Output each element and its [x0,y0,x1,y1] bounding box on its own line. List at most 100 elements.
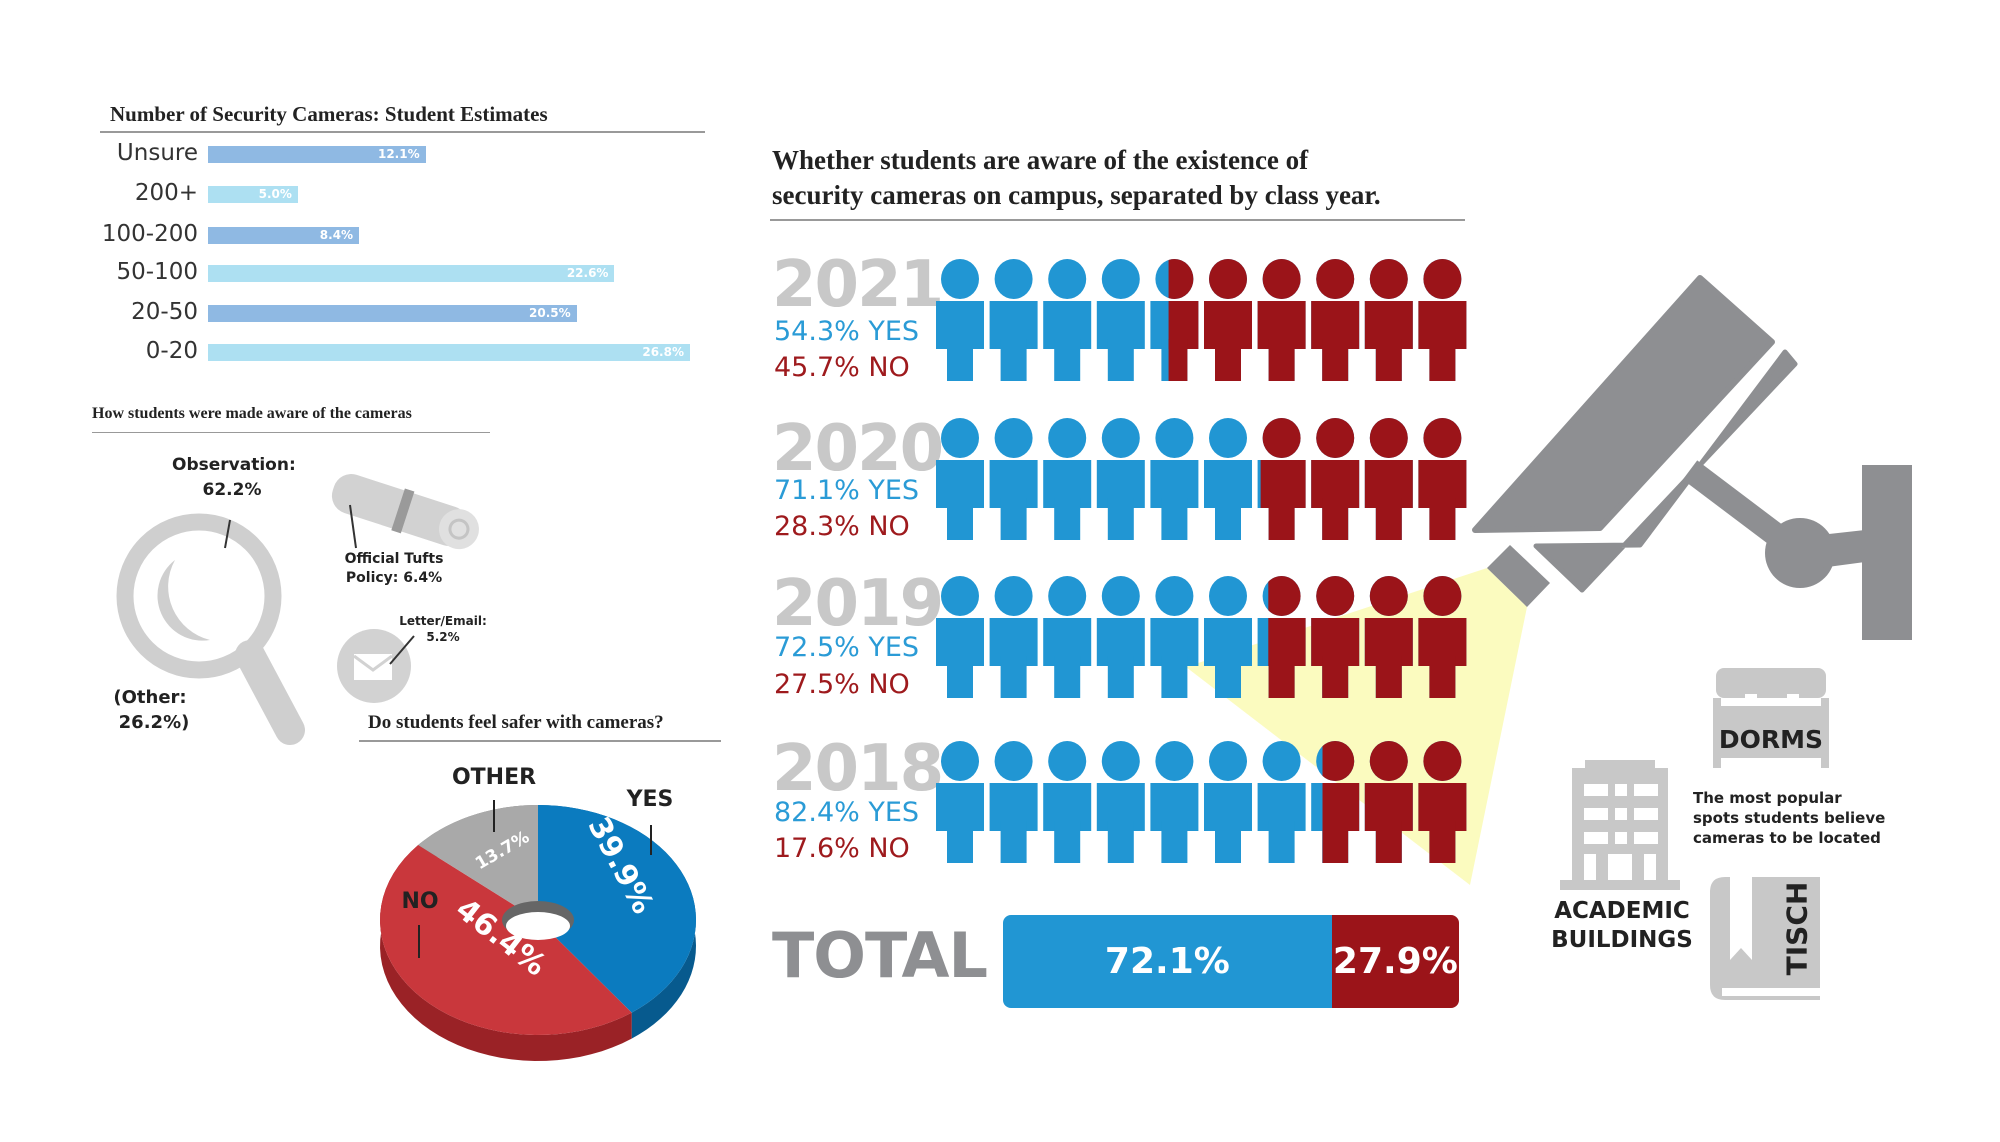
academic-label-line1: ACADEMIC [1554,898,1690,924]
person-icon [1043,741,1092,863]
awareness-by-year-title: Whether students are aware of the existe… [772,143,1381,213]
letter-email-value: 5.2% [426,630,460,644]
donut-slice-other [418,805,538,920]
camera-lower-body [1533,349,1798,593]
tisch-label: TISCH [1780,881,1814,976]
year-label: 2019 [772,567,944,641]
no-people [1260,418,1467,540]
yes-percent: 71.1% YES [774,475,920,506]
no-people [1168,259,1467,381]
desc-line: The most popular [1693,789,1842,807]
no-people [1322,741,1467,863]
divider [92,432,490,433]
person-icon [1096,259,1145,381]
person-icon [989,741,1038,863]
academic-label-line2: BUILDINGS [1551,927,1693,953]
no-percent: 27.5% NO [774,669,910,700]
observation-label: Observation: [172,455,296,475]
bed-icon [1713,668,1829,768]
divider [359,740,721,742]
person-icon [1311,259,1360,381]
total-label: TOTAL [772,919,988,992]
bar-category-label: 50-100 [116,259,198,285]
bar-value-label: 5.0% [258,187,292,201]
total-yes-value: 72.1% [1104,941,1230,982]
person-icon [1043,259,1092,381]
person-icon [936,741,984,863]
person-icon [1418,259,1467,381]
bar-category-label: 100-200 [101,221,198,247]
bar-value-label: 22.6% [566,266,609,280]
bar-value-label: 20.5% [529,306,571,320]
total-bar: 72.1% 27.9% [1003,915,1459,1008]
policy-value: Policy: 6.4% [345,570,443,586]
bar-category-label: 200+ [134,180,198,206]
person-icon [989,259,1038,381]
camera-body [1472,275,1775,533]
person-icon [1168,259,1199,381]
book-icon [1710,877,1820,1000]
person-icon [1364,259,1413,381]
person-icon [936,418,984,540]
pie-label-no: NO [401,889,439,914]
yes-percent: 54.3% YES [774,316,920,347]
safer-title: Do students feel safer with cameras? [368,712,664,733]
policy-label: Official Tufts [344,551,444,567]
year-label: 2020 [772,412,944,486]
person-icon [1096,741,1145,863]
person-icon [1096,576,1145,698]
awareness-title: How students were made aware of the came… [92,405,412,422]
person-icon [1150,418,1199,540]
bar: 8.4% [208,227,360,244]
observation-value: 62.2% [202,480,262,500]
desc-line: spots students believe [1693,809,1886,827]
bar-category-label: Unsure [116,140,198,166]
total-no-value: 27.9% [1332,941,1458,982]
person-icon [1418,418,1467,540]
person-icon [1418,741,1467,863]
person-icon [1260,418,1306,540]
yes-percent: 82.4% YES [774,797,920,828]
pie-label-other: OTHER [451,765,537,790]
person-icon [1322,741,1360,863]
divider [100,131,705,133]
person-icon [1268,576,1306,698]
envelope-icon [337,629,415,703]
person-icon [1311,418,1360,540]
letter-email-label: Letter/Email: [399,614,487,628]
camera-lens [1487,545,1550,607]
desc-line: cameras to be located [1693,829,1881,847]
yes-people [936,741,1467,863]
year-label: 2018 [772,732,944,806]
person-icon [1043,418,1092,540]
camera-mount [1862,465,1912,640]
person-icon [1204,741,1252,863]
other-label: (Other: [113,687,187,708]
donut-slice-no [380,845,632,1035]
camera-estimates-title: Number of Security Cameras: Student Esti… [110,102,548,126]
no-percent: 28.3% NO [774,511,910,542]
title-line-1: Whether students are aware of the existe… [772,145,1309,175]
person-icon [936,576,984,698]
person-icon [1204,576,1252,698]
total-no-segment: 27.9% [1331,915,1459,1008]
other-value: 26.2%) [118,712,190,733]
bar-category-label: 20-50 [131,299,198,325]
bar: 26.8% [208,344,690,361]
donut-slice-yes [538,805,696,1013]
person-icon [1418,576,1467,698]
no-percent: 17.6% NO [774,833,910,864]
person-icon [1364,576,1413,698]
bar: 20.5% [208,305,577,322]
magnifier-icon [116,513,305,745]
bar: 5.0% [208,186,298,203]
bar: 22.6% [208,265,615,282]
bar-value-label: 26.8% [642,345,684,359]
yes-percent: 72.5% YES [774,632,920,663]
bar-value-label: 8.4% [319,228,354,242]
bar-category-label: 0-20 [145,338,198,364]
person-icon [1311,576,1360,698]
